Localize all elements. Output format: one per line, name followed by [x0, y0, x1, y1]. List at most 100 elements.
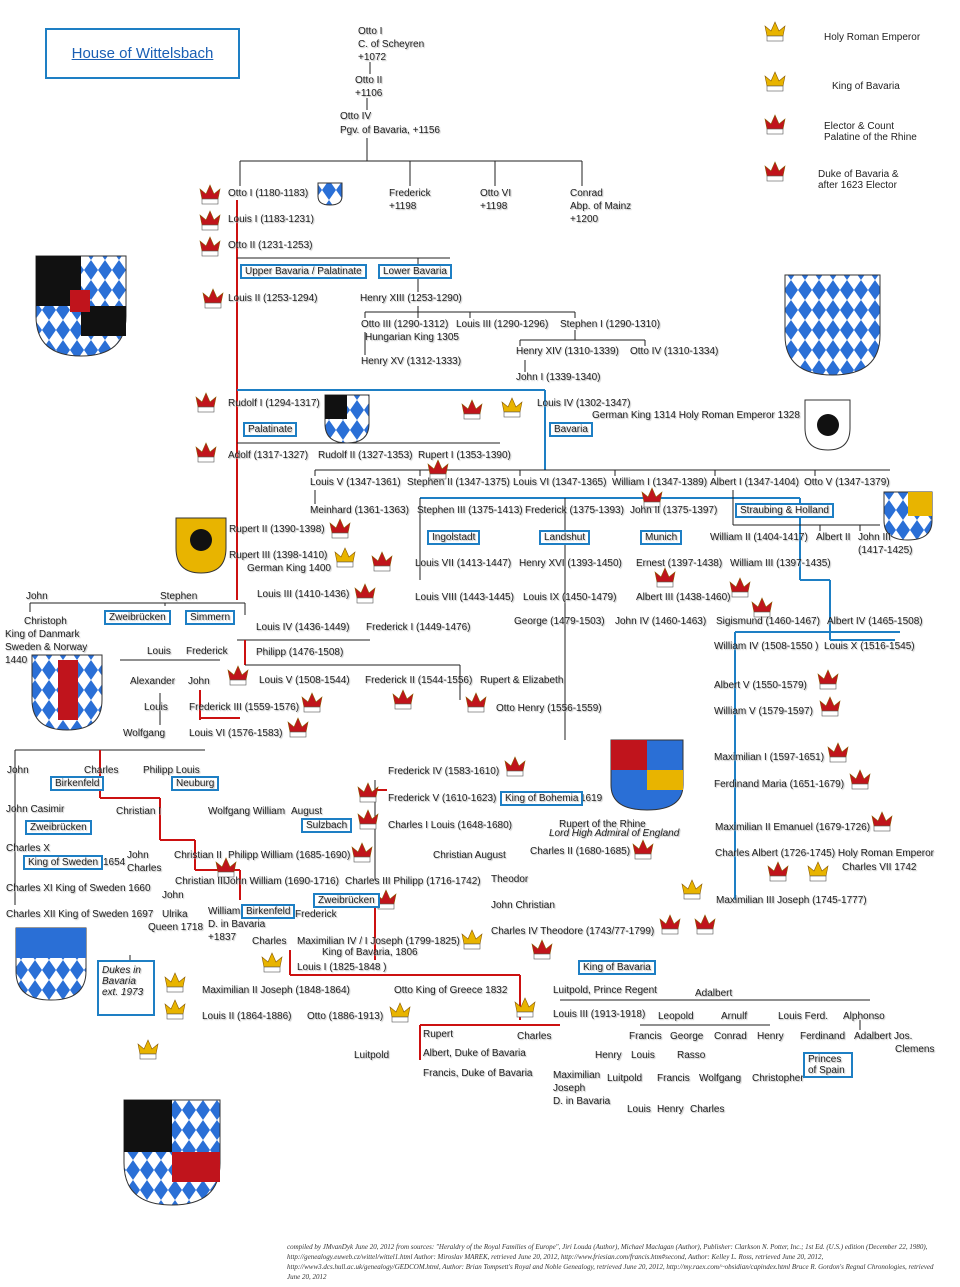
bavaria-arms-icon — [784, 274, 881, 376]
person-label: Frederick (1375-1393) — [525, 505, 624, 516]
person-label: John — [188, 676, 210, 687]
person-label: +1198 — [480, 201, 508, 212]
person-label: Rupert — [423, 1029, 454, 1040]
bavaria-small-arms-icon — [317, 182, 343, 206]
crown-gold-icon — [514, 997, 536, 1018]
crown-red-icon — [202, 288, 224, 309]
person-label: Rupert II (1390-1398) — [229, 524, 325, 535]
person-label: Albert II — [816, 532, 851, 543]
person-label: Louis III (1913-1918) — [553, 1009, 646, 1020]
person-label: Rudolf II (1327-1353) — [318, 450, 413, 461]
crown-red-ermine-icon — [329, 518, 351, 539]
person-label: Otto (1886-1913) — [307, 1011, 384, 1022]
branch-box: Sulzbach — [301, 818, 353, 833]
crown-red-ermine-icon — [694, 914, 716, 935]
person-label: Rupert & Elizabeth — [480, 675, 564, 686]
person-label: Maximilian I (1597-1651) — [714, 752, 825, 763]
branch-box: Neuburg — [171, 776, 220, 791]
person-label: Otto IV (1310-1334) — [630, 346, 719, 357]
person-label: Otto Henry (1556-1559) — [496, 703, 602, 714]
person-label: Leopold — [658, 1011, 694, 1022]
person-label: Frederick II (1544-1556) — [365, 675, 473, 686]
crown-red-icon — [461, 399, 483, 420]
crown-gold-red-icon — [764, 21, 786, 42]
crown-gold-icon — [261, 952, 283, 973]
person-label: George — [670, 1031, 704, 1042]
person-label: Philipp Louis — [143, 765, 200, 776]
person-label: King of Danmark — [5, 629, 80, 640]
crown-red-icon — [827, 742, 849, 763]
person-label: Charles I Louis (1648-1680) — [388, 820, 512, 831]
person-label: Sweden & Norway — [5, 642, 88, 653]
person-label: Hungarian King 1305 — [365, 332, 459, 343]
crown-red-icon — [199, 210, 221, 231]
person-label: D. in Bavaria — [208, 919, 266, 930]
person-label: William — [208, 906, 241, 917]
eagle-arms-icon — [175, 399, 851, 574]
person-label: Charles II (1680-1685) — [530, 846, 631, 857]
person-label: Christian August — [433, 850, 506, 861]
branch-box: Bavaria — [549, 422, 593, 437]
crown-red-ermine-icon — [659, 914, 681, 935]
person-label: Otto IV — [340, 111, 372, 122]
person-label: Louis — [144, 702, 168, 713]
person-label: Henry — [595, 1050, 622, 1061]
crown-gold-icon — [164, 999, 186, 1020]
branch-box: Ingolstadt — [427, 530, 481, 545]
person-label: Louis VIII (1443-1445) — [415, 592, 514, 603]
legend-elector: Elector & Count Palatine of the Rhine — [824, 121, 917, 143]
crown-red-ermine-icon — [371, 551, 393, 572]
person-label: Maximilian II Emanuel (1679-1726) — [715, 822, 871, 833]
crown-red-ermine-icon — [504, 756, 526, 777]
person-label: Meinhard (1361-1363) — [310, 505, 409, 516]
person-label: John — [162, 890, 184, 901]
person-label: Alexander — [130, 676, 176, 687]
person-label: Albert III (1438-1460) — [636, 592, 731, 603]
crown-gold-icon — [164, 972, 186, 993]
person-label: Alphonso — [843, 1011, 885, 1022]
person-label: Charles III Philipp (1716-1742) — [345, 876, 481, 887]
person-label: Frederick — [389, 188, 431, 199]
person-label: Otto I — [358, 26, 383, 37]
person-label: Stephen — [160, 591, 198, 602]
crown-red-icon — [729, 577, 751, 598]
person-label: Pgv. of Bavaria, +1156 — [340, 125, 440, 136]
person-label: Charles Albert (1726-1745) Holy Roman Em… — [715, 848, 934, 859]
crown-red-ermine-icon — [351, 842, 373, 863]
crown-red-icon — [819, 696, 841, 717]
kingdom-bavaria-arms-icon — [123, 1099, 221, 1206]
person-label: Otto II (1231-1253) — [228, 240, 313, 251]
person-label: Luitpold — [607, 1073, 643, 1084]
person-label: Louis IV (1436-1449) — [256, 622, 350, 633]
person-label: Sigismund (1460-1467) — [716, 616, 820, 627]
crown-red-icon — [751, 597, 773, 618]
person-label: Rupert III (1398-1410) — [229, 550, 328, 561]
person-label: Stephen I (1290-1310) — [560, 319, 661, 330]
branch-box: Munich — [640, 530, 683, 545]
person-label: Louis VI (1347-1365) — [513, 477, 607, 488]
person-label: Frederick — [295, 909, 337, 920]
crown-red-icon — [764, 161, 786, 182]
person-label: Conrad — [714, 1031, 747, 1042]
person-label: Charles — [690, 1104, 725, 1115]
crown-red-ermine-icon — [354, 583, 376, 604]
straubing-arms-icon — [883, 491, 933, 541]
crown-red-ermine-icon — [195, 392, 217, 413]
crown-red-ermine-icon — [227, 665, 249, 686]
crown-red-ermine-icon — [465, 692, 487, 713]
person-label: Adalbert Jos. — [854, 1031, 913, 1042]
person-label: Christian I — [116, 806, 162, 817]
person-label: John William (1690-1716) — [225, 876, 339, 887]
branch-box: King of Bohemia — [500, 791, 584, 806]
crown-red-icon — [199, 184, 221, 205]
person-label: Wolfgang William — [208, 806, 286, 817]
crown-red-ermine-icon — [764, 114, 786, 135]
person-label: Frederick V (1610-1623) — [388, 793, 497, 804]
person-label: King of Bavaria, 1806 — [322, 947, 418, 958]
person-label: Louis — [147, 646, 171, 657]
person-label: Henry XV (1312-1333) — [361, 356, 462, 367]
person-label: Ferdinand — [800, 1031, 846, 1042]
person-label: Charles — [252, 936, 287, 947]
